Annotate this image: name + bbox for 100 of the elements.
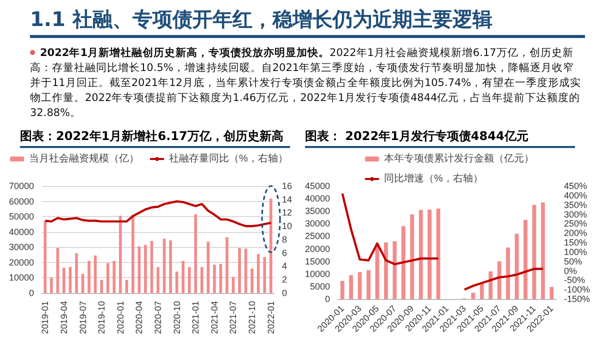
bar <box>125 280 128 293</box>
bar <box>112 260 116 293</box>
x-tick-label: 2021-07 <box>228 300 238 334</box>
x-tick-label: 2020-01 <box>115 300 126 334</box>
legend-label: 当月社会融资规模（亿） <box>29 152 140 164</box>
bar <box>524 220 528 299</box>
x-tick-label: 2022-01 <box>266 300 276 334</box>
y-tick-label: 10000 <box>8 272 34 283</box>
y2-tick-label: 0% <box>564 266 578 276</box>
bar <box>480 284 484 299</box>
x-tick-label: 2021-10 <box>247 300 258 334</box>
bar <box>182 260 184 293</box>
bar <box>50 278 53 293</box>
y-tick-label: 40000 <box>8 226 34 237</box>
bar <box>340 280 344 299</box>
y2-tick-label: 400% <box>564 190 588 200</box>
text: 2022年1月新增社融创历史新高，专项债投放亦明显加快。 <box>40 47 330 59</box>
y-tick-label: 20000 <box>8 257 34 268</box>
y-tick-label: 10000 <box>304 268 330 279</box>
y-tick-label: 20000 <box>304 244 330 254</box>
chart-title: 图表： 2022年1月发行专项债4844亿元 <box>305 128 575 148</box>
y2-tick-label: 6 <box>282 248 288 258</box>
x-tick-label: 2020-07 <box>153 300 163 334</box>
y2-tick-label: 0 <box>282 288 288 298</box>
bar <box>169 240 172 293</box>
bar <box>62 268 66 293</box>
y2-tick-label: 50% <box>564 256 582 266</box>
bar <box>250 268 254 293</box>
text: 1.1 社融、专项债开年红，稳增长仍为近期主要逻辑 <box>30 6 585 38</box>
y2-tick-label: 150% <box>564 238 588 248</box>
x-tick-label: 2020-04 <box>134 300 144 334</box>
y-tick-label: 30000 <box>304 218 330 229</box>
y2-tick-label: -100% <box>564 284 590 295</box>
y2-tick-label: 200% <box>564 228 588 238</box>
bar <box>88 260 90 293</box>
y2-tick-label: 450% <box>564 181 588 191</box>
y-tick-label: 15000 <box>304 256 330 266</box>
bar <box>410 214 414 299</box>
bar <box>156 266 160 293</box>
bar <box>100 280 103 293</box>
bar <box>384 242 388 299</box>
y-tick-label: 35000 <box>304 206 330 216</box>
bar <box>188 266 191 293</box>
y2-tick-label: 300% <box>564 209 588 220</box>
y-tick-label: 70000 <box>8 181 34 191</box>
bar <box>213 264 216 293</box>
bar <box>226 237 228 293</box>
bar <box>506 248 510 299</box>
x-tick-label: 2019-10 <box>96 300 107 334</box>
chart-title: 图表：2022年1月新增社6.17万亿，创历史新高 <box>20 128 290 148</box>
bar <box>366 270 370 299</box>
y2-tick-label: 4 <box>282 261 288 272</box>
x-tick-label: 2019-01 <box>40 300 50 334</box>
y2-tick-label: 12 <box>282 208 292 218</box>
y2-tick-label: 250% <box>564 218 588 229</box>
bar <box>428 210 432 299</box>
y2-tick-label: 2 <box>282 274 288 285</box>
x-tick-label: 2019-04 <box>58 300 69 334</box>
y-tick-label: 50000 <box>8 212 34 222</box>
y-tick-label: 5000 <box>310 281 330 292</box>
bar <box>238 248 241 293</box>
y2-tick-label: 16 <box>282 181 292 191</box>
legend-label: 同比增速（%，右轴） <box>384 172 483 184</box>
y-tick-label: 40000 <box>304 194 330 204</box>
bar <box>194 214 198 293</box>
bar <box>44 221 47 293</box>
y-tick-label: 0 <box>28 288 34 298</box>
y-tick-label: 0 <box>324 294 330 304</box>
bar <box>401 226 406 299</box>
bar <box>263 257 266 293</box>
bar <box>200 266 204 293</box>
bar <box>75 253 78 293</box>
y-tick-label: 60000 <box>8 196 34 206</box>
y-tick-label: 30000 <box>8 242 34 252</box>
legend-label: 社融存量同比（%，右轴） <box>169 152 288 164</box>
bar <box>550 286 554 299</box>
bar <box>132 215 134 293</box>
bar <box>269 198 272 293</box>
y-tick-label: 45000 <box>304 181 330 191</box>
x-tick-label: 2019-07 <box>78 300 88 334</box>
bar <box>358 272 362 299</box>
y2-tick-label: 10 <box>282 221 292 232</box>
x-tick-label: 2021-01 <box>190 300 201 334</box>
bar <box>488 271 493 299</box>
bar <box>540 202 545 299</box>
bar <box>497 261 502 299</box>
y-tick-label: 25000 <box>304 231 330 242</box>
bar <box>532 204 536 299</box>
y2-tick-label: -50% <box>564 275 586 286</box>
y2-tick-label: 350% <box>564 200 588 210</box>
line-series <box>44 200 272 228</box>
bar <box>144 244 147 293</box>
y2-tick-label: -150% <box>564 294 590 304</box>
bar <box>349 275 354 299</box>
bar <box>118 216 122 293</box>
y2-tick-label: 100% <box>564 246 588 257</box>
y2-tick-label: 14 <box>282 194 292 204</box>
bar <box>418 210 423 299</box>
legend-label: 本年专项债累计发行金额（亿元） <box>384 152 534 164</box>
y2-tick-label: 8 <box>282 234 288 244</box>
